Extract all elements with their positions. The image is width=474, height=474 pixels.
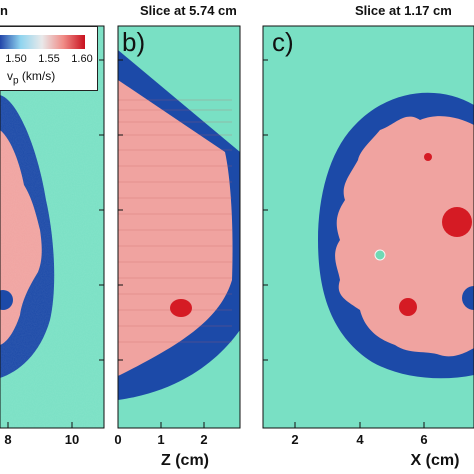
panel-b-image bbox=[118, 26, 240, 428]
panel-c-x-tick: 6 bbox=[420, 432, 428, 447]
panel-b-x-tick: 2 bbox=[200, 432, 208, 447]
panel-c-x-tick: 4 bbox=[356, 432, 364, 447]
panel-a-title: n bbox=[0, 3, 8, 18]
colorbar-label: vp (km/s) bbox=[7, 69, 56, 87]
panel-b-x-tick: 0 bbox=[114, 432, 122, 447]
colorbar-tick: 1.55 bbox=[38, 53, 60, 65]
panel-c-image bbox=[263, 26, 474, 428]
panel-b-x-tick: 1 bbox=[157, 432, 165, 447]
panel-a-x-tick: 10 bbox=[64, 432, 80, 447]
colorbar-tick: 1.50 bbox=[5, 53, 27, 65]
colorbar-tick: 1.60 bbox=[71, 53, 93, 65]
panel-a-image bbox=[0, 26, 104, 428]
panel-c-letter: c) bbox=[272, 27, 294, 57]
colorbar-gradient bbox=[0, 35, 85, 49]
panel-c-title: Slice at 1.17 cm bbox=[355, 3, 452, 18]
panel-c-x-axis-label: X (cm) bbox=[410, 452, 460, 469]
panel-c-x-tick: 2 bbox=[291, 432, 299, 447]
colorbar-legend: 1.50 1.55 1.60 vp (km/s) bbox=[0, 26, 98, 91]
panel-b-title: Slice at 5.74 cm bbox=[140, 3, 237, 18]
panel-b-letter: b) bbox=[122, 27, 146, 57]
panel-b-x-axis-label: Z (cm) bbox=[161, 452, 209, 469]
panel-a-x-tick: 8 bbox=[4, 432, 12, 447]
